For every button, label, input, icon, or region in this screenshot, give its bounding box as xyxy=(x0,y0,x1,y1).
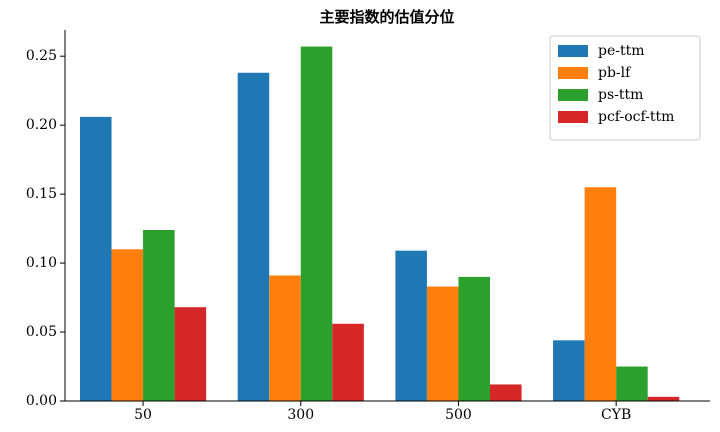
x-tick-label: 50 xyxy=(134,407,152,423)
legend-label: pb-lf xyxy=(598,65,632,81)
legend-label: pcf-ocf-ttm xyxy=(598,109,674,125)
legend-swatch xyxy=(558,45,588,57)
bar xyxy=(553,340,585,401)
y-tick-label: 0.25 xyxy=(26,48,57,64)
legend-swatch xyxy=(558,111,588,123)
legend-label: pe-ttm xyxy=(598,43,645,59)
chart-title: 主要指数的估值分位 xyxy=(319,8,454,26)
x-tick-label: 500 xyxy=(445,407,472,423)
legend-swatch xyxy=(558,89,588,101)
bar xyxy=(458,276,491,401)
bar xyxy=(584,187,617,401)
bar xyxy=(395,250,427,401)
legend-label: ps-ttm xyxy=(598,87,643,103)
y-tick-label: 0.15 xyxy=(26,186,57,202)
bar xyxy=(143,229,175,401)
bar xyxy=(647,396,680,401)
bar xyxy=(237,72,270,402)
x-tick-label: CYB xyxy=(601,407,631,423)
bar xyxy=(300,46,333,402)
bar xyxy=(111,249,144,401)
y-tick-label: 0.20 xyxy=(26,117,57,133)
bar xyxy=(174,307,207,401)
bar xyxy=(269,275,301,401)
y-tick-label: 0.00 xyxy=(26,393,57,409)
bar xyxy=(426,286,459,401)
bar xyxy=(616,366,648,401)
x-tick-label: 300 xyxy=(287,407,314,423)
bar xyxy=(332,323,364,401)
legend: pe-ttm pb-lf ps-ttm pcf-ocf-ttm xyxy=(549,35,701,141)
bar xyxy=(79,116,112,401)
legend-swatch xyxy=(558,67,588,79)
y-tick-label: 0.05 xyxy=(26,324,57,340)
y-tick-label: 0.10 xyxy=(26,255,57,271)
bar xyxy=(490,384,522,401)
